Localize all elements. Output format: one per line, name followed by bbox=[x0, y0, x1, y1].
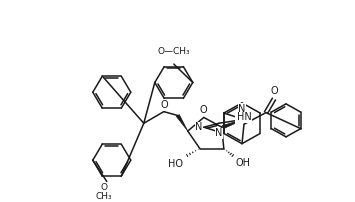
Text: N: N bbox=[238, 104, 246, 114]
Text: CH₃: CH₃ bbox=[95, 192, 112, 201]
Text: N: N bbox=[235, 114, 243, 124]
Text: N: N bbox=[196, 122, 203, 132]
Text: O—CH₃: O—CH₃ bbox=[158, 47, 190, 56]
Text: O: O bbox=[161, 100, 169, 110]
Text: N: N bbox=[215, 128, 223, 139]
Text: O: O bbox=[100, 183, 107, 193]
Text: HO: HO bbox=[168, 159, 183, 169]
Polygon shape bbox=[176, 115, 188, 131]
Polygon shape bbox=[222, 119, 244, 129]
Text: O: O bbox=[270, 86, 278, 96]
Text: O: O bbox=[200, 105, 208, 115]
Text: OH: OH bbox=[236, 158, 251, 168]
Text: HN: HN bbox=[237, 112, 251, 122]
